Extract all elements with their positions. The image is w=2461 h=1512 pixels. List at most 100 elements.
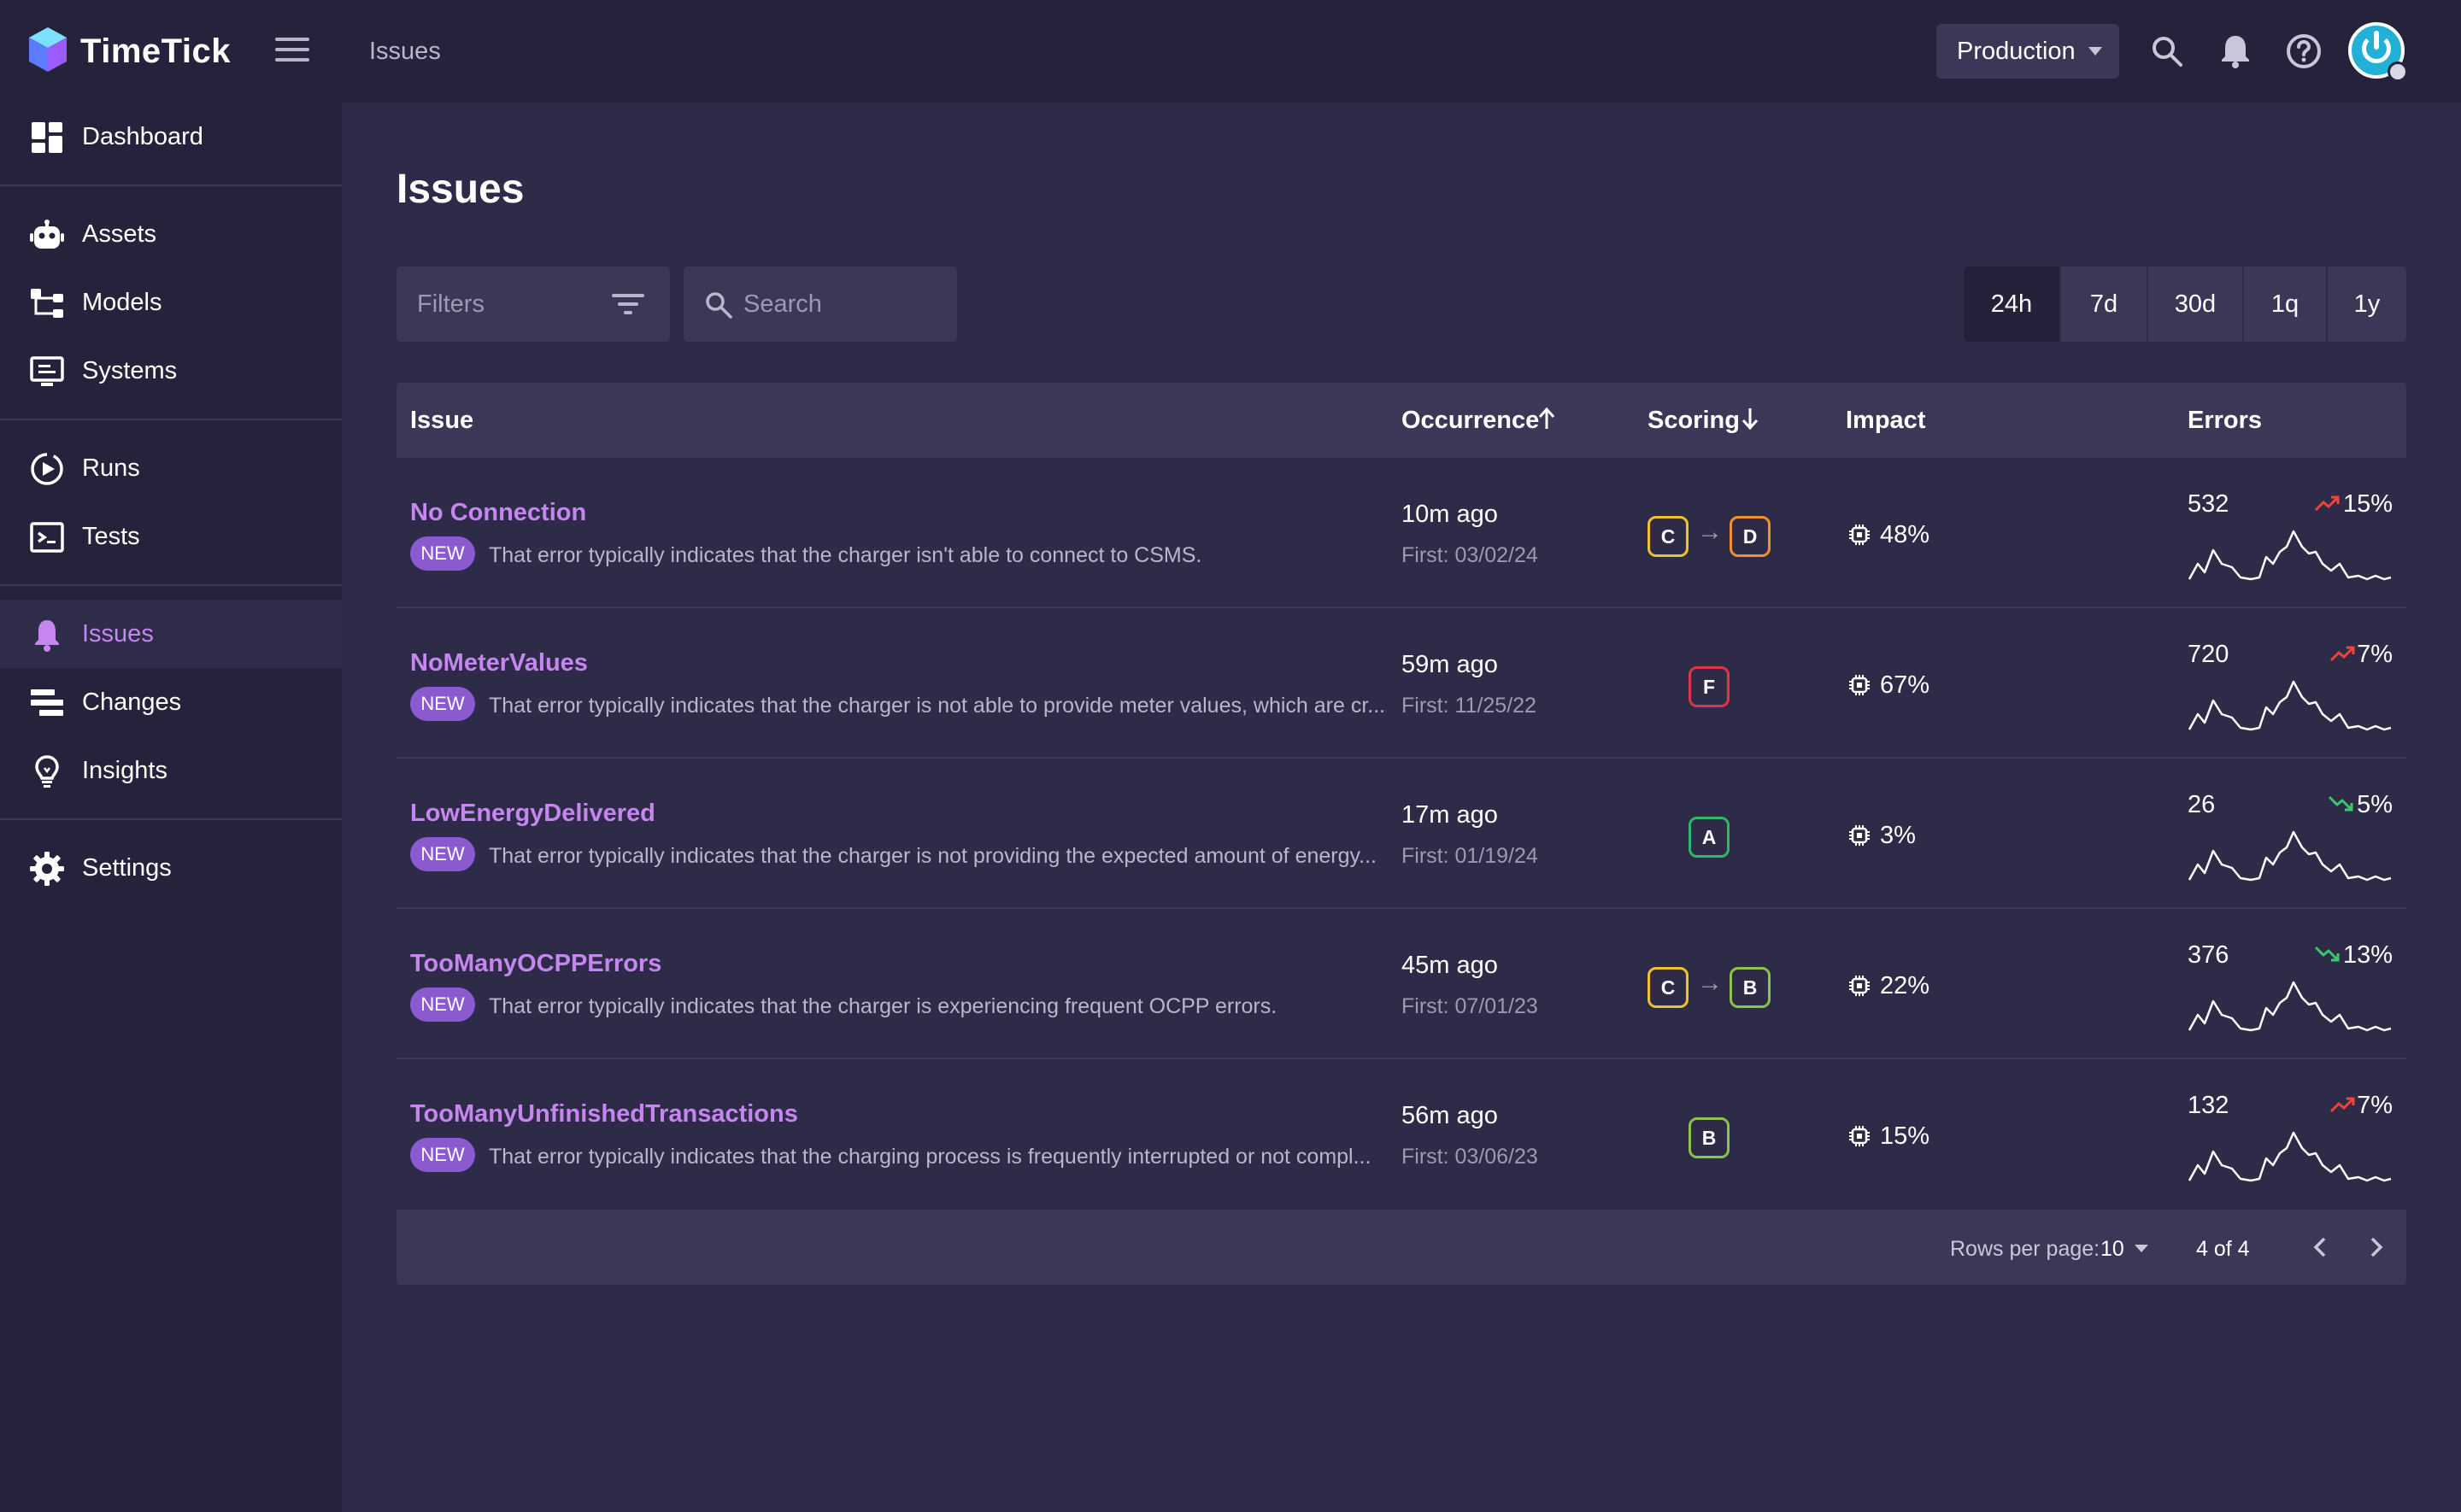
filters-button[interactable]: Filters bbox=[396, 267, 670, 342]
range-1y-button[interactable]: 1y bbox=[2353, 290, 2381, 318]
chip-icon bbox=[1849, 1126, 1870, 1146]
table-row[interactable]: LowEnergyDelivered NEW That error typica… bbox=[396, 759, 2406, 909]
search-box[interactable] bbox=[684, 267, 957, 342]
column-header-scoring[interactable]: Scoring bbox=[1648, 407, 1740, 434]
error-count: 532 bbox=[2188, 490, 2229, 518]
error-sparkline bbox=[2188, 1131, 2392, 1182]
impact-value: 48% bbox=[1880, 521, 1930, 548]
issue-name-link[interactable]: LowEnergyDelivered bbox=[410, 800, 655, 827]
top-bar: TimeTick Issues Production bbox=[0, 0, 2461, 103]
brand-name: TimeTick bbox=[80, 32, 231, 70]
new-badge: NEW bbox=[410, 1138, 475, 1172]
column-header-issue[interactable]: Issue bbox=[410, 407, 474, 434]
arrow-right-icon: → bbox=[1697, 969, 1723, 997]
rows-per-page-select[interactable]: 10 bbox=[2097, 1230, 2157, 1264]
search-input[interactable] bbox=[743, 285, 940, 323]
hamburger-menu-icon[interactable] bbox=[275, 38, 309, 65]
issues-table: Issue Occurrence Scoring Impact Errors N… bbox=[396, 383, 2406, 1285]
dashboard-icon bbox=[32, 122, 62, 153]
first-occurrence: First: 03/02/24 bbox=[1401, 543, 1538, 567]
search-icon bbox=[706, 292, 732, 319]
sidebar-item-insights[interactable]: Insights bbox=[0, 736, 342, 805]
table-pagination: Rows per page: 10 4 of 4 bbox=[396, 1210, 2406, 1285]
error-count: 720 bbox=[2188, 641, 2229, 668]
occurrence-time: 10m ago bbox=[1401, 501, 1498, 528]
occurrence-time: 59m ago bbox=[1401, 651, 1498, 678]
sort-ascending-icon[interactable] bbox=[1536, 405, 1557, 432]
robot-icon bbox=[30, 220, 64, 249]
monitor-icon bbox=[30, 356, 64, 386]
score-current-badge: B bbox=[1730, 967, 1771, 1008]
trend-down-icon bbox=[2328, 795, 2353, 812]
sidebar-item-changes[interactable]: Changes bbox=[0, 668, 342, 736]
hierarchy-icon bbox=[31, 289, 63, 318]
new-badge: NEW bbox=[410, 987, 475, 1022]
occurrence-time: 17m ago bbox=[1401, 801, 1498, 829]
impact-value: 15% bbox=[1880, 1122, 1930, 1150]
caret-down-icon bbox=[2135, 1245, 2148, 1252]
sidebar-item-assets[interactable]: Assets bbox=[0, 200, 342, 268]
sidebar-divider bbox=[0, 818, 342, 820]
issue-name-link[interactable]: TooManyUnfinishedTransactions bbox=[410, 1100, 798, 1128]
page-info: 4 of 4 bbox=[2196, 1237, 2250, 1261]
next-page-icon[interactable] bbox=[2358, 1230, 2393, 1264]
sidebar-item-runs[interactable]: Runs bbox=[0, 434, 342, 502]
range-1q-button[interactable]: 1q bbox=[2270, 290, 2299, 318]
sidebar-item-dashboard[interactable]: Dashboard bbox=[0, 103, 342, 171]
sidebar-item-settings[interactable]: Settings bbox=[0, 834, 342, 902]
sidebar-item-label: Dashboard bbox=[82, 123, 203, 150]
trend-percent: 5% bbox=[2357, 791, 2393, 818]
sidebar-item-label: Assets bbox=[82, 220, 157, 248]
filter-icon bbox=[612, 294, 644, 314]
impact-value: 3% bbox=[1880, 822, 1916, 849]
issue-name-link[interactable]: TooManyOCPPErrors bbox=[410, 950, 662, 977]
issue-description: That error typically indicates that the … bbox=[489, 1145, 1371, 1169]
user-status-icon bbox=[2388, 62, 2408, 82]
sidebar-item-label: Runs bbox=[82, 454, 140, 482]
gear-icon bbox=[30, 852, 64, 886]
occurrence-time: 56m ago bbox=[1401, 1102, 1498, 1129]
previous-page-icon[interactable] bbox=[2304, 1230, 2338, 1264]
impact-value: 22% bbox=[1880, 972, 1930, 999]
table-row[interactable]: NoMeterValues NEW That error typically i… bbox=[396, 608, 2406, 759]
table-row[interactable]: No Connection NEW That error typically i… bbox=[396, 458, 2406, 608]
sidebar-item-label: Changes bbox=[82, 689, 182, 716]
first-occurrence: First: 11/25/22 bbox=[1401, 694, 1536, 718]
user-avatar[interactable] bbox=[2348, 22, 2408, 82]
sidebar-item-tests[interactable]: Tests bbox=[0, 502, 342, 571]
terminal-icon bbox=[30, 522, 64, 553]
search-icon[interactable] bbox=[2147, 31, 2188, 72]
help-icon[interactable] bbox=[2283, 31, 2324, 72]
table-header: Issue Occurrence Scoring Impact Errors bbox=[396, 383, 2406, 458]
column-header-occurrence[interactable]: Occurrence bbox=[1401, 407, 1540, 434]
sidebar-item-systems[interactable]: Systems bbox=[0, 337, 342, 405]
issue-name-link[interactable]: No Connection bbox=[410, 499, 587, 526]
time-range-toggle: 24h 7d 30d 1q 1y bbox=[1964, 267, 2406, 342]
arrow-right-icon: → bbox=[1697, 518, 1723, 546]
caret-down-icon bbox=[2088, 47, 2102, 56]
environment-select[interactable]: Production bbox=[1936, 24, 2119, 79]
issue-description: That error typically indicates that the … bbox=[489, 543, 1202, 567]
notifications-bell-icon[interactable] bbox=[2215, 31, 2256, 72]
issue-description: That error typically indicates that the … bbox=[489, 994, 1277, 1018]
table-row[interactable]: TooManyUnfinishedTransactions NEW That e… bbox=[396, 1059, 2406, 1210]
trend-down-icon bbox=[2314, 946, 2340, 962]
page-title: Issues bbox=[396, 167, 525, 212]
filters-label: Filters bbox=[417, 290, 485, 318]
table-row[interactable]: TooManyOCPPErrors NEW That error typical… bbox=[396, 909, 2406, 1059]
column-header-errors[interactable]: Errors bbox=[2188, 407, 2263, 434]
trend-up-icon bbox=[2329, 1097, 2355, 1113]
issue-name-link[interactable]: NoMeterValues bbox=[410, 649, 588, 677]
error-count: 376 bbox=[2188, 941, 2229, 969]
error-sparkline bbox=[2188, 830, 2392, 882]
range-7d-button[interactable]: 7d bbox=[2089, 290, 2118, 318]
sidebar-item-models[interactable]: Models bbox=[0, 268, 342, 337]
bell-icon bbox=[35, 620, 59, 652]
sidebar-item-issues[interactable]: Issues bbox=[0, 600, 342, 668]
sort-descending-icon[interactable] bbox=[1740, 405, 1760, 432]
trend-percent: 15% bbox=[2342, 490, 2393, 518]
range-24h-button[interactable]: 24h bbox=[1964, 267, 2059, 342]
range-30d-button[interactable]: 30d bbox=[2174, 290, 2217, 318]
column-header-impact[interactable]: Impact bbox=[1846, 407, 1926, 434]
